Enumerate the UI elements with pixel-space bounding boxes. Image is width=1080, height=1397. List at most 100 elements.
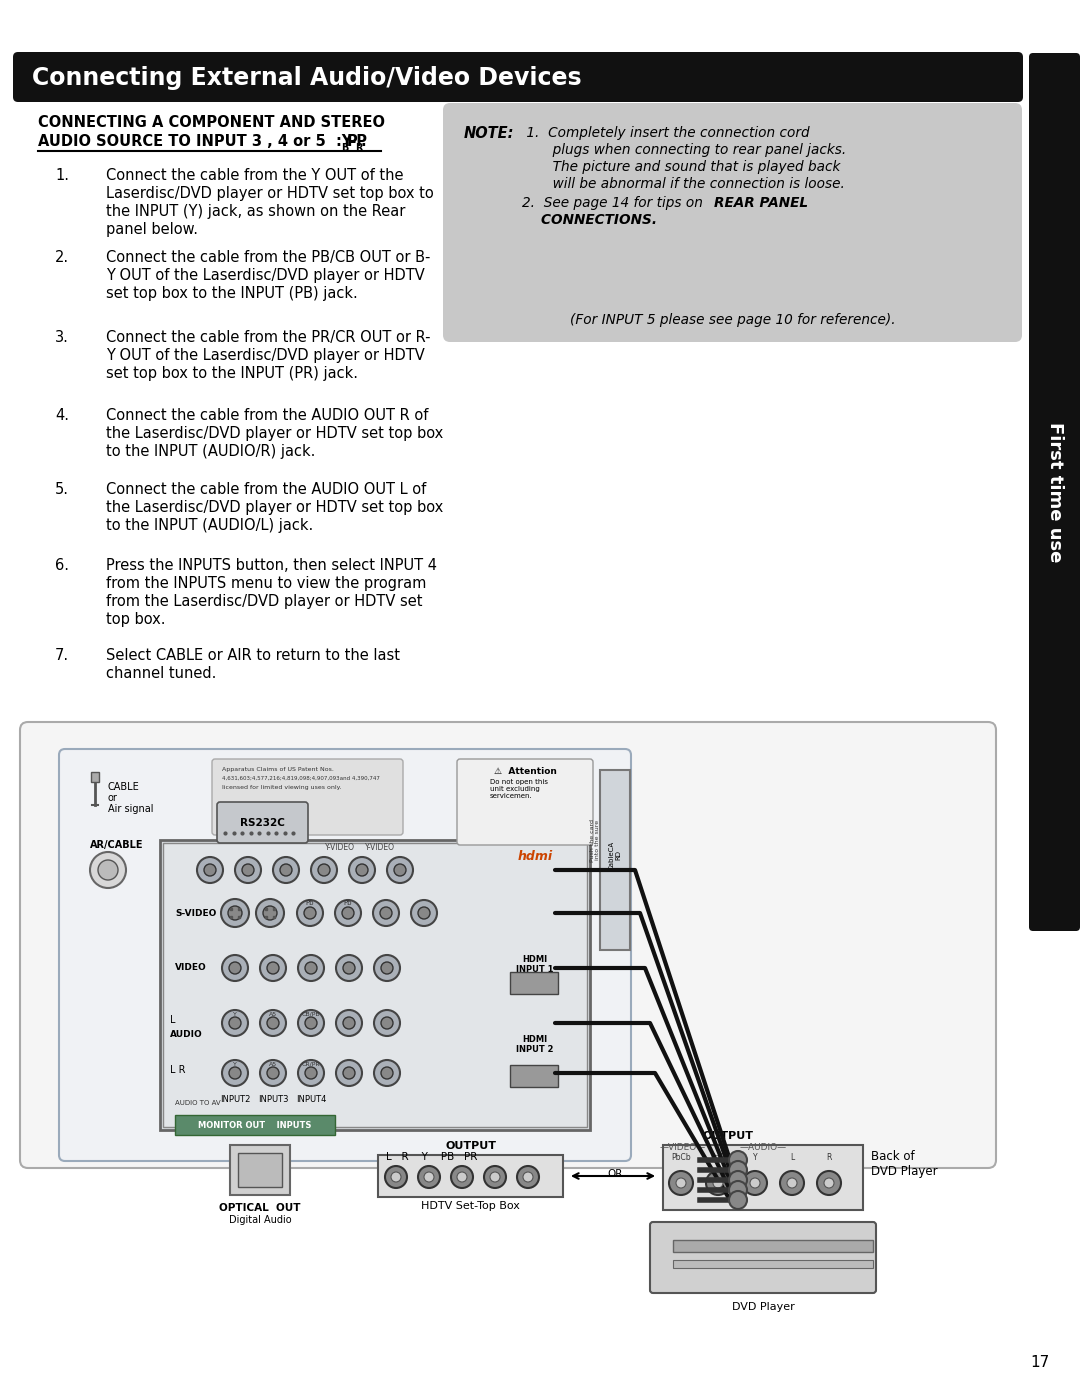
Bar <box>600 770 630 950</box>
Circle shape <box>729 1180 747 1199</box>
FancyBboxPatch shape <box>443 103 1022 342</box>
Circle shape <box>335 900 361 926</box>
Text: RS232C: RS232C <box>240 819 284 828</box>
Text: Y: Y <box>753 1153 757 1162</box>
Circle shape <box>260 1010 286 1037</box>
Circle shape <box>228 907 242 921</box>
Circle shape <box>305 1067 318 1078</box>
Text: set top box to the INPUT (PR) jack.: set top box to the INPUT (PR) jack. <box>106 366 357 381</box>
Circle shape <box>197 856 222 883</box>
Text: P: P <box>347 134 357 149</box>
Circle shape <box>343 963 355 974</box>
Text: CB/PB: CB/PB <box>301 1011 321 1017</box>
FancyBboxPatch shape <box>13 52 1023 102</box>
Bar <box>663 1146 863 1210</box>
Text: Connect the cable from the AUDIO OUT R of: Connect the cable from the AUDIO OUT R o… <box>106 408 429 423</box>
Text: R: R <box>826 1153 832 1162</box>
Circle shape <box>229 963 241 974</box>
Circle shape <box>669 1171 693 1194</box>
Circle shape <box>305 963 318 974</box>
Bar <box>160 840 590 1130</box>
Circle shape <box>418 1166 440 1187</box>
Circle shape <box>374 1010 400 1037</box>
Text: MONITOR OUT    INPUTS: MONITOR OUT INPUTS <box>199 1120 312 1130</box>
Bar <box>91 773 99 782</box>
Text: ⚠  Attention: ⚠ Attention <box>494 767 556 775</box>
Text: Connect the cable from the PB/CB OUT or B-: Connect the cable from the PB/CB OUT or … <box>106 250 430 265</box>
Text: The picture and sound that is played back: The picture and sound that is played bac… <box>522 161 840 175</box>
Text: Digital Audio: Digital Audio <box>229 1215 292 1225</box>
Text: Press the INPUTS button, then select INPUT 4: Press the INPUTS button, then select INP… <box>106 557 437 573</box>
Circle shape <box>411 900 437 926</box>
Circle shape <box>373 900 399 926</box>
Circle shape <box>394 863 406 876</box>
Text: AUDIO: AUDIO <box>170 1030 203 1039</box>
Text: 17: 17 <box>1030 1355 1050 1370</box>
FancyBboxPatch shape <box>59 749 631 1161</box>
Circle shape <box>298 956 324 981</box>
Circle shape <box>90 852 126 888</box>
Text: to the INPUT (AUDIO/L) jack.: to the INPUT (AUDIO/L) jack. <box>106 518 313 534</box>
Text: to the INPUT (AUDIO/R) jack.: to the INPUT (AUDIO/R) jack. <box>106 444 315 460</box>
Text: Pb: Pb <box>306 900 314 907</box>
Circle shape <box>787 1178 797 1187</box>
Circle shape <box>242 863 254 876</box>
Text: CR/PR: CR/PR <box>301 1062 321 1067</box>
Text: Select CABLE or AIR to return to the last: Select CABLE or AIR to return to the las… <box>106 648 400 664</box>
Text: 1.: 1. <box>55 168 69 183</box>
Text: HDMI
INPUT 1: HDMI INPUT 1 <box>516 956 554 974</box>
Circle shape <box>298 1060 324 1085</box>
Text: the Laserdisc/DVD player or HDTV set top box: the Laserdisc/DVD player or HDTV set top… <box>106 500 443 515</box>
Circle shape <box>256 900 284 928</box>
Text: CABLE: CABLE <box>108 782 139 792</box>
Text: CableCA
RD: CableCA RD <box>608 841 621 869</box>
Circle shape <box>750 1178 760 1187</box>
Circle shape <box>229 1067 241 1078</box>
Circle shape <box>343 1017 355 1030</box>
Text: Air signal: Air signal <box>108 805 153 814</box>
Text: top box.: top box. <box>106 612 165 627</box>
Text: or: or <box>108 793 118 803</box>
Bar <box>230 1146 291 1194</box>
Text: from the Laserdisc/DVD player or HDTV set: from the Laserdisc/DVD player or HDTV se… <box>106 594 422 609</box>
FancyBboxPatch shape <box>21 722 996 1168</box>
Text: Back of
DVD Player: Back of DVD Player <box>870 1150 937 1178</box>
Text: CONNECTIONS.: CONNECTIONS. <box>522 212 657 226</box>
Text: Apparatus Claims of US Patent Nos.: Apparatus Claims of US Patent Nos. <box>222 767 334 773</box>
Text: NOTE:: NOTE: <box>464 126 514 141</box>
Text: INPUT4: INPUT4 <box>296 1095 326 1104</box>
Circle shape <box>318 863 330 876</box>
Circle shape <box>490 1172 500 1182</box>
Bar <box>378 1155 563 1197</box>
Circle shape <box>221 900 249 928</box>
Circle shape <box>523 1172 534 1182</box>
Text: 7.: 7. <box>55 648 69 664</box>
Circle shape <box>381 1067 393 1078</box>
Circle shape <box>303 907 316 919</box>
Bar <box>673 1260 873 1268</box>
Text: REAR PANEL: REAR PANEL <box>714 196 808 210</box>
Bar <box>175 1115 335 1134</box>
Text: L   R    Y    PB   PR: L R Y PB PR <box>386 1153 477 1162</box>
Bar <box>673 1241 873 1252</box>
Text: VIDEO: VIDEO <box>175 964 206 972</box>
Circle shape <box>424 1172 434 1182</box>
Text: CONNECTING A COMPONENT AND STEREO: CONNECTING A COMPONENT AND STEREO <box>38 115 384 130</box>
Text: Y OUT of the Laserdisc/DVD player or HDTV: Y OUT of the Laserdisc/DVD player or HDT… <box>106 268 424 284</box>
Text: Do not open this
unit excluding
servicemen.: Do not open this unit excluding servicem… <box>490 780 548 799</box>
Text: Pb: Pb <box>343 900 352 907</box>
Circle shape <box>311 856 337 883</box>
Circle shape <box>391 1172 401 1182</box>
Text: —AUDIO—: —AUDIO— <box>740 1143 786 1153</box>
Text: plugs when connecting to rear panel jacks.: plugs when connecting to rear panel jack… <box>522 142 847 156</box>
Circle shape <box>517 1166 539 1187</box>
Circle shape <box>713 1178 723 1187</box>
Text: Push the card
into the sure: Push the card into the sure <box>590 819 600 862</box>
Text: the INPUT (Y) jack, as shown on the Rear: the INPUT (Y) jack, as shown on the Rear <box>106 204 405 219</box>
Text: Connecting External Audio/Video Devices: Connecting External Audio/Video Devices <box>32 66 582 89</box>
Text: OR: OR <box>607 1169 623 1179</box>
Circle shape <box>780 1171 804 1194</box>
Circle shape <box>374 956 400 981</box>
Text: DVD Player: DVD Player <box>731 1302 795 1312</box>
Circle shape <box>457 1172 467 1182</box>
